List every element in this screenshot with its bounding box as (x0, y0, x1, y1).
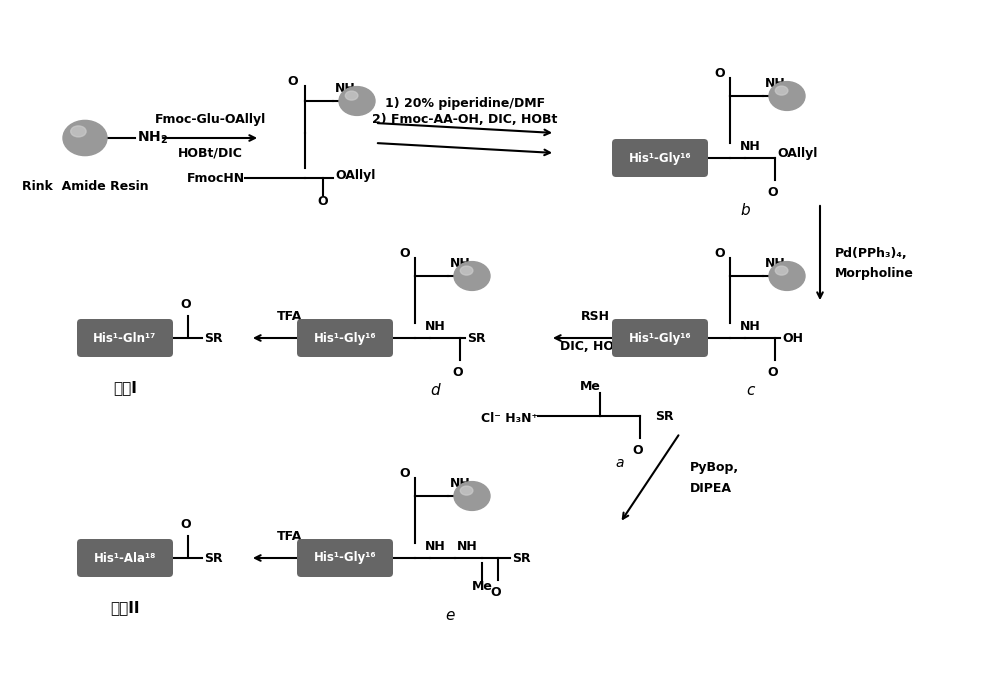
Text: NH: NH (425, 540, 446, 553)
Text: Pd(PPh₃)₄,: Pd(PPh₃)₄, (835, 246, 908, 259)
Text: O: O (768, 366, 778, 379)
Text: SR: SR (467, 332, 486, 345)
Text: OAllyl: OAllyl (335, 169, 375, 182)
Text: O: O (181, 518, 191, 531)
Text: 1) 20% piperidine/DMF: 1) 20% piperidine/DMF (385, 97, 545, 110)
Text: c: c (746, 383, 754, 398)
Text: O: O (288, 75, 298, 88)
Text: NH: NH (765, 77, 786, 90)
Text: Me: Me (472, 580, 492, 593)
Text: SR: SR (204, 552, 223, 564)
Text: HOBt/DIC: HOBt/DIC (178, 146, 242, 159)
Text: SR: SR (512, 552, 531, 564)
Text: Rink  Amide Resin: Rink Amide Resin (22, 180, 148, 193)
FancyBboxPatch shape (297, 539, 393, 577)
Text: His¹-Ala¹⁸: His¹-Ala¹⁸ (94, 552, 156, 564)
Text: OH: OH (782, 332, 803, 345)
Text: NH: NH (450, 257, 471, 270)
Text: His¹-Gly¹⁶: His¹-Gly¹⁶ (629, 332, 691, 345)
Text: TFA: TFA (277, 310, 303, 323)
Ellipse shape (63, 120, 107, 155)
Text: e: e (445, 608, 455, 623)
FancyBboxPatch shape (612, 139, 708, 177)
Ellipse shape (775, 86, 788, 95)
Text: DIPEA: DIPEA (690, 482, 732, 495)
FancyBboxPatch shape (297, 319, 393, 357)
Text: OAllyl: OAllyl (777, 147, 817, 160)
Text: 2) Fmoc-AA-OH, DIC, HOBt: 2) Fmoc-AA-OH, DIC, HOBt (372, 113, 558, 126)
Text: O: O (633, 444, 643, 457)
Text: PyBop,: PyBop, (690, 462, 739, 475)
Text: RSH: RSH (580, 310, 610, 323)
FancyBboxPatch shape (612, 319, 708, 357)
Text: NH: NH (740, 140, 761, 153)
Text: O: O (318, 195, 328, 208)
Text: SR: SR (204, 332, 223, 345)
Text: NH: NH (740, 320, 761, 333)
Ellipse shape (769, 261, 805, 290)
Text: O: O (400, 467, 410, 480)
Text: a: a (616, 456, 624, 470)
Ellipse shape (454, 482, 490, 510)
Ellipse shape (454, 261, 490, 290)
Text: O: O (715, 67, 725, 80)
Text: O: O (453, 366, 463, 379)
Text: NH: NH (450, 477, 471, 490)
Text: O: O (181, 298, 191, 311)
Ellipse shape (775, 266, 788, 275)
Text: O: O (715, 247, 725, 260)
Text: NH: NH (425, 320, 446, 333)
Text: 片段I: 片段I (113, 380, 137, 395)
Text: His¹-Gln¹⁷: His¹-Gln¹⁷ (93, 332, 157, 345)
Ellipse shape (339, 87, 375, 116)
Ellipse shape (460, 486, 473, 495)
Text: His¹-Gly¹⁶: His¹-Gly¹⁶ (629, 151, 691, 164)
Text: SR: SR (655, 409, 674, 422)
Text: NH: NH (335, 82, 356, 95)
Text: NH: NH (765, 257, 786, 270)
Text: d: d (430, 383, 440, 398)
Text: $\mathbf{NH_2}$: $\mathbf{NH_2}$ (137, 130, 168, 147)
Text: TFA: TFA (277, 530, 303, 543)
FancyBboxPatch shape (77, 319, 173, 357)
Text: 片段II: 片段II (110, 600, 140, 615)
Text: Cl⁻ H₃N⁺: Cl⁻ H₃N⁺ (481, 411, 538, 424)
Ellipse shape (71, 126, 86, 137)
Text: O: O (768, 186, 778, 199)
Ellipse shape (345, 91, 358, 100)
FancyBboxPatch shape (77, 539, 173, 577)
Text: Me: Me (580, 380, 600, 393)
Ellipse shape (769, 82, 805, 110)
Text: b: b (740, 203, 750, 218)
Text: Fmoc-Glu-OAllyl: Fmoc-Glu-OAllyl (154, 113, 266, 126)
Text: His¹-Gly¹⁶: His¹-Gly¹⁶ (314, 332, 376, 345)
Text: DIC, HOBt: DIC, HOBt (560, 340, 630, 353)
Text: Morpholine: Morpholine (835, 266, 914, 279)
Ellipse shape (460, 266, 473, 275)
Text: NH: NH (457, 540, 478, 553)
Text: FmocHN: FmocHN (187, 171, 245, 184)
Text: O: O (491, 586, 501, 599)
Text: His¹-Gly¹⁶: His¹-Gly¹⁶ (314, 552, 376, 564)
Text: O: O (400, 247, 410, 260)
